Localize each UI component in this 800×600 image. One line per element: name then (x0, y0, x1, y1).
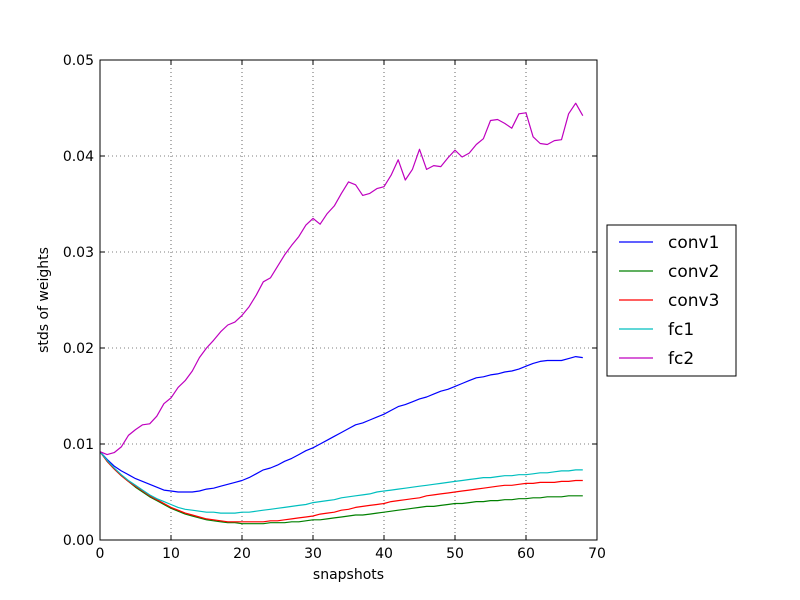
y-tick-label: 0.05 (63, 53, 94, 69)
series-line-conv1 (99, 356, 583, 493)
series-line-conv2 (99, 451, 583, 525)
grid-lines (100, 60, 597, 540)
x-tick-label: 40 (375, 546, 393, 562)
legend-label-conv2: conv2 (668, 262, 719, 282)
series-line-conv3 (99, 451, 583, 523)
x-tick-label: 10 (162, 546, 180, 562)
x-axis-label: snapshots (313, 567, 384, 583)
x-tick-label: 20 (233, 546, 251, 562)
x-tick-label: 50 (446, 546, 464, 562)
x-tick-labels: 0 10 20 30 40 50 60 70 (96, 546, 606, 562)
legend-label-fc2: fc2 (668, 349, 694, 369)
x-tick-label: 0 (96, 546, 105, 562)
x-tick-label: 70 (588, 546, 606, 562)
legend: conv1 conv2 conv3 fc1 fc2 (606, 224, 737, 377)
plot-frame (99, 59, 598, 541)
y-axis-label: stds of weights (36, 247, 52, 353)
y-tick-label: 0.02 (63, 341, 94, 357)
y-tick-label: 0.00 (63, 533, 94, 549)
y-tick-label: 0.03 (63, 245, 94, 261)
legend-label-conv1: conv1 (668, 233, 719, 253)
series-lines (99, 102, 584, 525)
series-line-fc2 (99, 102, 584, 456)
y-tick-labels: 0.00 0.01 0.02 0.03 0.04 0.05 (63, 53, 94, 549)
legend-label-fc1: fc1 (668, 320, 694, 340)
legend-label-conv3: conv3 (668, 291, 719, 311)
axis-ticks (99, 59, 598, 541)
y-tick-label: 0.01 (63, 437, 94, 453)
y-tick-label: 0.04 (63, 149, 94, 165)
x-tick-label: 30 (304, 546, 322, 562)
series-line-fc1 (99, 451, 583, 514)
x-tick-label: 60 (517, 546, 535, 562)
legend-items: conv1 conv2 conv3 fc1 fc2 (619, 233, 719, 369)
